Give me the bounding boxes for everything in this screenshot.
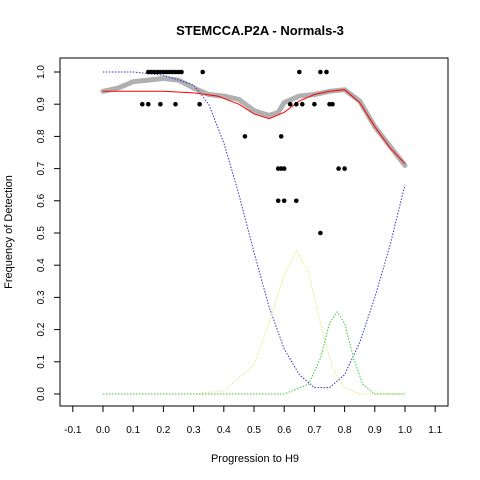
data-point [318, 230, 323, 236]
x-tick-label: 0.9 [368, 425, 382, 436]
y-tick-label: 0.2 [36, 322, 47, 336]
y-tick-label: 0.7 [36, 161, 47, 175]
data-point [300, 101, 305, 107]
data-point [287, 101, 293, 107]
data-point [275, 198, 281, 204]
x-axis: -0.1 0.0 0.1 0.2 0.3 0.4 0.5 0.6 0.7 0.8 0.9 1.0 1.1 [64, 406, 443, 436]
x-tick-label: 0.1 [126, 425, 140, 436]
x-axis-title: Progression to H9 [211, 453, 299, 465]
x-tick-label: 0.2 [156, 425, 170, 436]
chart-title: STEMCCA.P2A - Normals-3 [176, 23, 344, 38]
x-tick-label: 0.8 [338, 425, 352, 436]
data-point [318, 69, 323, 75]
data-point [312, 101, 317, 107]
data-point [324, 69, 329, 75]
data-point [342, 166, 347, 171]
data-point [158, 101, 163, 107]
data-point [294, 198, 299, 204]
x-tick-label: 0.6 [277, 425, 291, 436]
data-point [197, 101, 202, 107]
points-layer [140, 69, 347, 236]
y-tick-label: 0.0 [36, 387, 47, 401]
x-tick-label: 0.3 [187, 425, 201, 436]
data-point [173, 101, 178, 107]
y-axis: 0.0 0.1 0.2 0.3 0.4 0.5 0.6 0.7 0.8 0.9 1.0 [36, 65, 60, 401]
smooth-series-line [100, 75, 408, 168]
x-tick-label: 0.7 [307, 425, 321, 436]
data-point [146, 101, 151, 107]
data-point [297, 69, 302, 75]
x-tick-label: 1.1 [428, 425, 442, 436]
data-point [294, 101, 299, 107]
fit-series-line [103, 89, 406, 165]
y-tick-label: 0.3 [36, 290, 47, 304]
data-point [278, 134, 284, 139]
y-tick-label: 0.1 [36, 354, 47, 368]
y-tick-label: 0.6 [36, 193, 47, 207]
data-point [330, 101, 335, 107]
y-tick-label: 0.8 [36, 129, 47, 143]
y-tick-label: 0.5 [36, 226, 47, 240]
y-tick-label: 0.4 [36, 258, 47, 272]
y-tick-label: 0.9 [36, 97, 47, 111]
data-point [140, 101, 145, 107]
y-tick-label: 1.0 [36, 65, 47, 79]
x-tick-label: 0.4 [217, 425, 231, 436]
x-tick-label: 0.0 [96, 425, 110, 436]
data-point [281, 166, 287, 171]
x-tick-label: -0.1 [64, 425, 82, 436]
data-point [336, 166, 341, 171]
data-point [200, 69, 205, 75]
green-curve-line [103, 310, 405, 395]
x-tick-label: 1.0 [398, 425, 412, 436]
data-point [281, 198, 287, 204]
yellow-curve-line [103, 249, 405, 395]
data-point [179, 69, 184, 75]
x-tick-label: 0.5 [247, 425, 261, 436]
curve-layer [100, 71, 408, 395]
data-point [242, 134, 248, 139]
y-axis-title: Frequency of Detection [3, 175, 15, 289]
blue-curve-line [103, 71, 406, 389]
